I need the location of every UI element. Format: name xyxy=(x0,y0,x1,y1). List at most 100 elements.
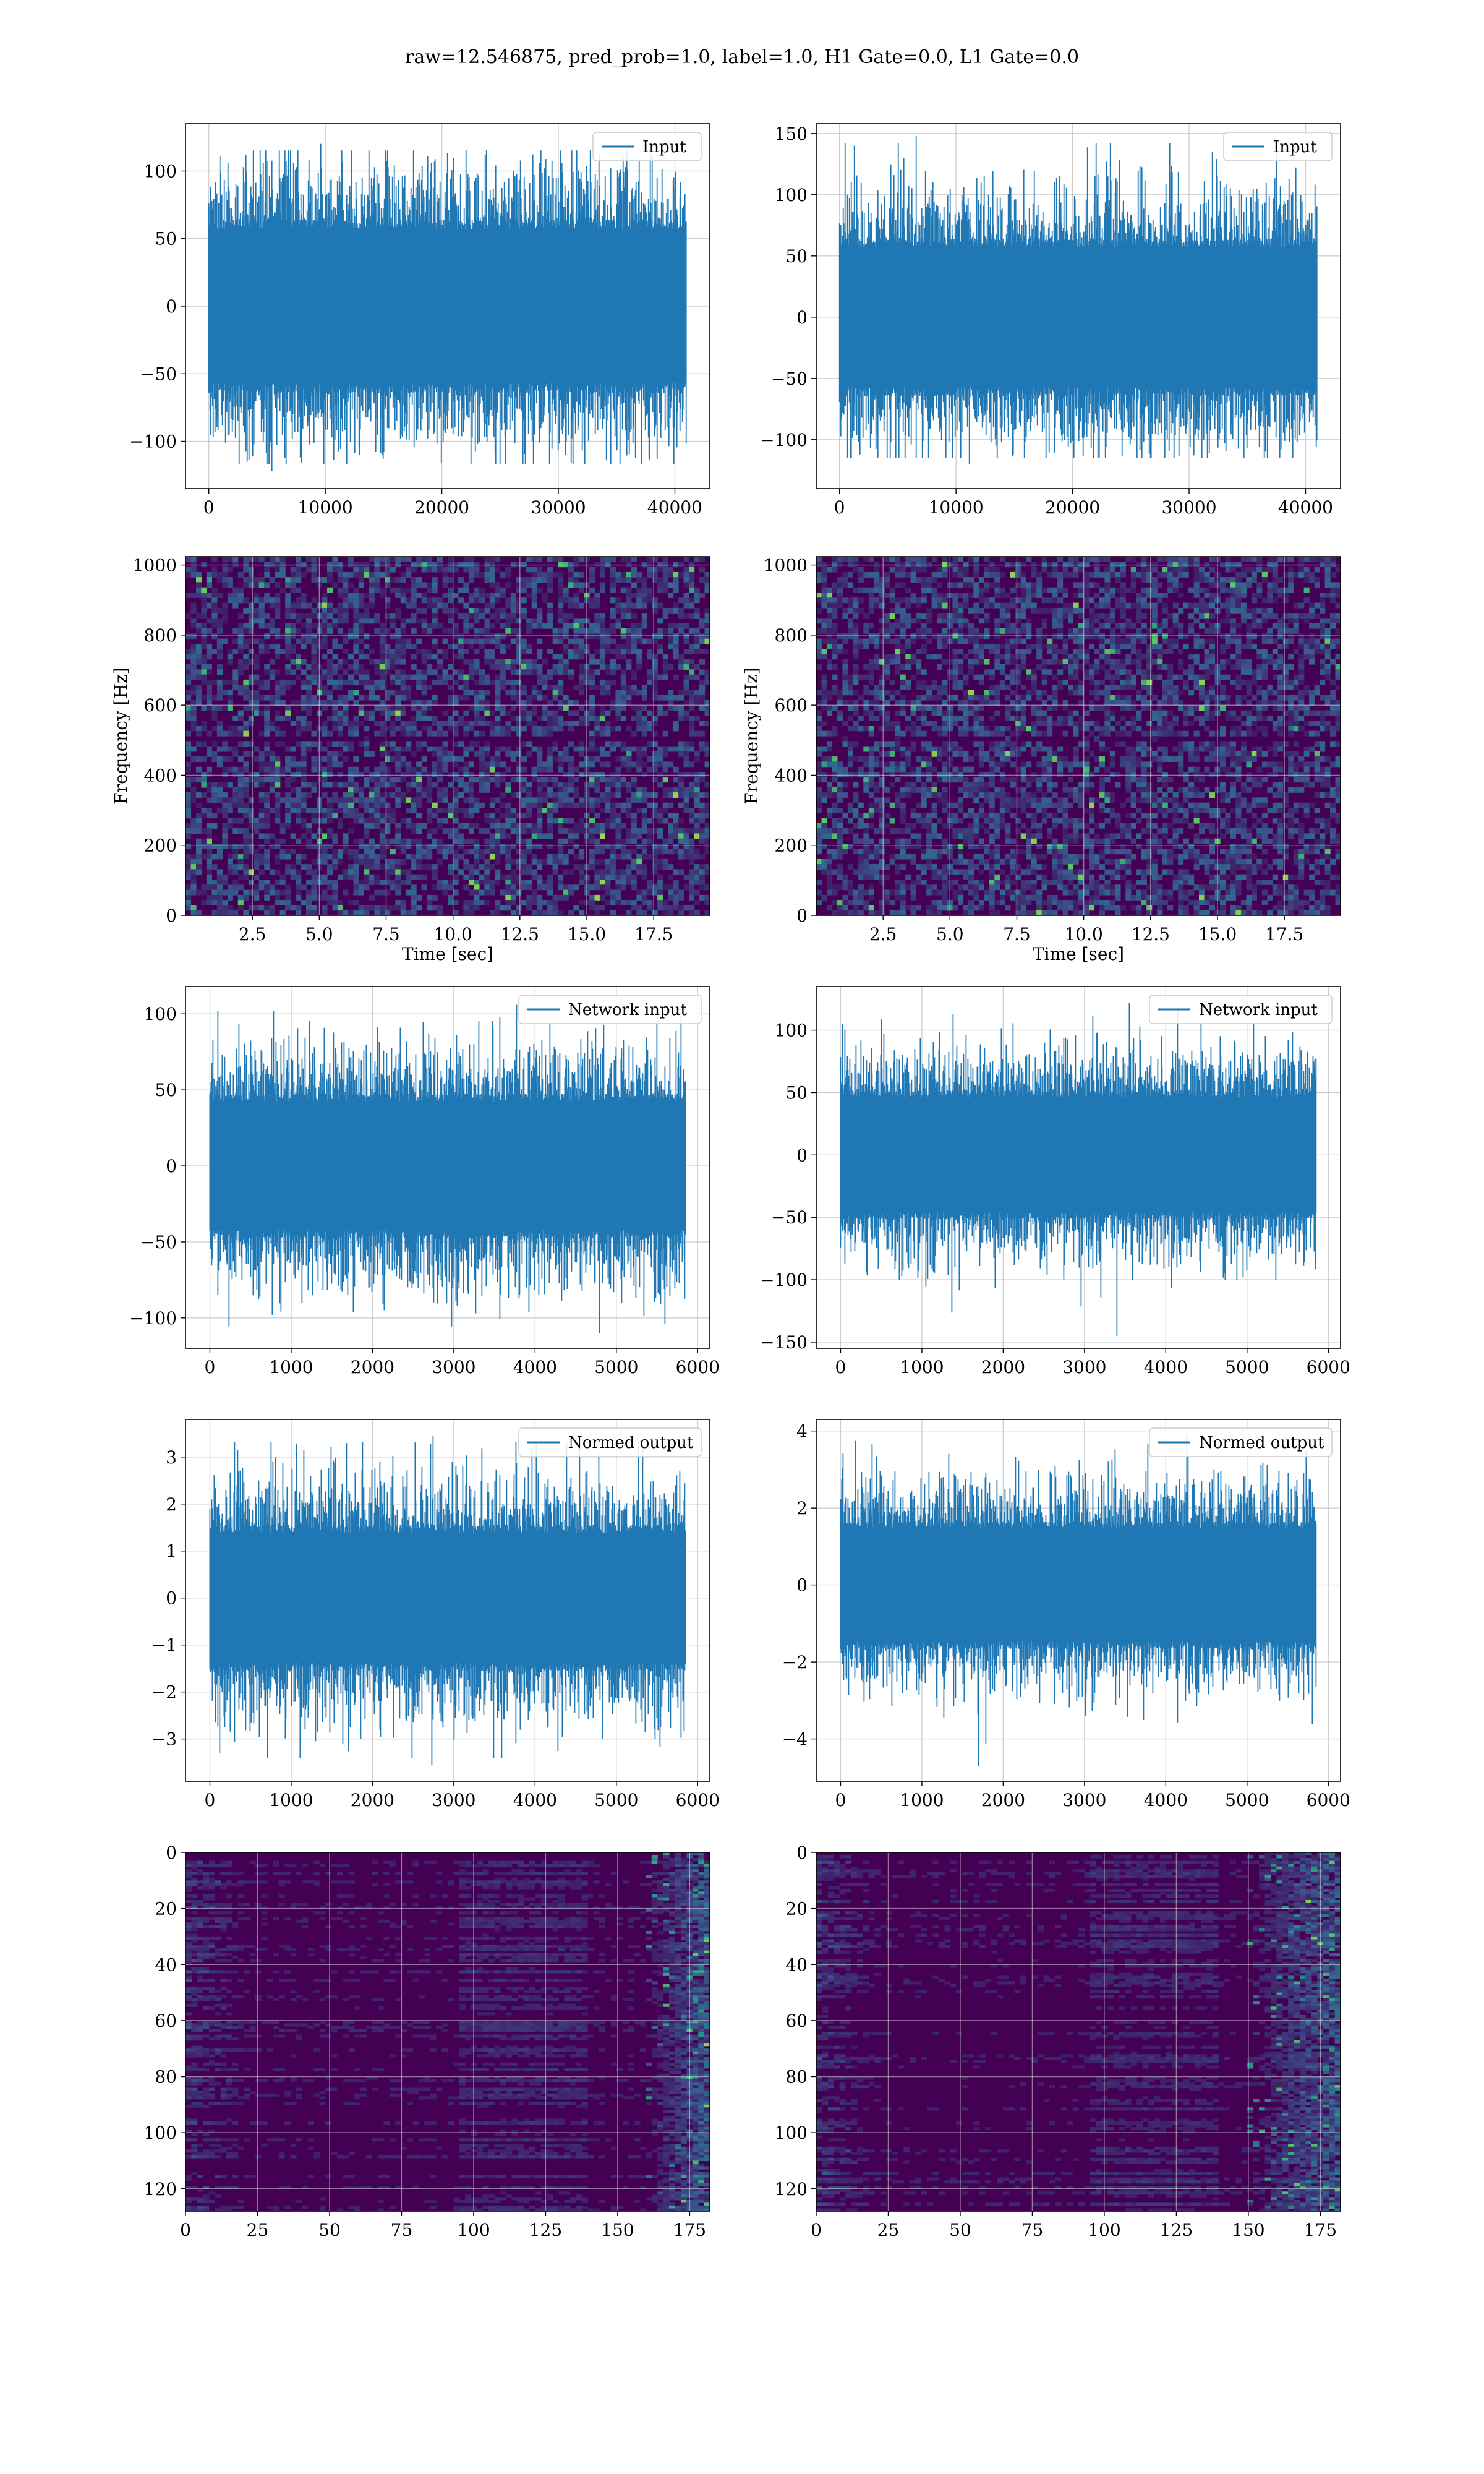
input-l1-ytick-label: 50 xyxy=(785,246,808,267)
input-l1-panel: 0 10000 20000 30000 40000 −100 −50 0 50 100 150 Inp… xyxy=(760,123,1341,518)
spectrogram-h1-plot-area xyxy=(186,557,710,915)
feature-map-l1-xtick-label: 150 xyxy=(1232,2220,1264,2240)
feature-map-h1-xtick-label: 0 xyxy=(180,2220,191,2240)
input-h1-plot-area xyxy=(186,124,710,489)
spectrogram-l1-ytick-label: 600 xyxy=(775,695,808,716)
spectrogram-h1-ytick-label: 600 xyxy=(144,695,177,716)
normed-output-h1-plot-area xyxy=(186,1419,710,1781)
spectrogram-l1-xlabel: Time [sec] xyxy=(1033,944,1124,964)
network-input-l1-ytick-label: 50 xyxy=(785,1082,808,1103)
input-h1-ytick-label: 100 xyxy=(144,161,177,181)
normed-output-l1-ytick-label: 0 xyxy=(796,1575,808,1596)
spectrogram-h1-xtick-label: 2.5 xyxy=(239,924,267,944)
spectrogram-l1-xtick-label: 12.5 xyxy=(1132,924,1170,944)
network-input-l1-ytick-label: −50 xyxy=(771,1207,808,1228)
network-input-l1-legend-label: Network input xyxy=(1199,1001,1318,1019)
spectrogram-l1-ytick-label: 0 xyxy=(796,905,808,926)
network-input-h1-legend-label: Network input xyxy=(568,1001,687,1019)
feature-map-l1-plot-area xyxy=(816,1852,1341,2211)
normed-output-l1-plot-area xyxy=(816,1419,1341,1781)
input-l1-ytick-label: 150 xyxy=(775,124,808,144)
network-input-h1-ytick-label: 50 xyxy=(155,1080,177,1100)
normed-output-l1-xtick-label: 0 xyxy=(835,1790,846,1810)
feature-map-h1-grid xyxy=(186,1852,710,2211)
feature-map-l1-ytick-label: 100 xyxy=(775,2123,808,2143)
figure-title: raw=12.546875, pred_prob=1.0, label=1.0,… xyxy=(405,46,1079,68)
feature-map-h1-xtick-label: 100 xyxy=(457,2220,490,2240)
network-input-l1-legend: Network input xyxy=(1149,995,1333,1024)
input-l1-ytick-label: 0 xyxy=(796,307,808,328)
normed-output-h1-ytick-label: 0 xyxy=(166,1588,177,1609)
input-h1-ytick-label: 50 xyxy=(155,229,177,249)
spectrogram-l1-plot-area xyxy=(816,557,1341,915)
spectrogram-h1-xtick-label: 15.0 xyxy=(568,924,606,944)
network-input-h1-xtick-label: 3000 xyxy=(432,1357,475,1377)
network-input-h1-ytick-label: 0 xyxy=(166,1156,177,1176)
normed-output-l1-series-band xyxy=(840,1530,1316,1640)
input-l1-legend: Input xyxy=(1223,132,1333,161)
feature-map-h1-panel: 0 25 50 75 100 125 150 175 0 20 40 60 80 100 120 xyxy=(144,1843,710,2240)
network-input-l1-plot-area xyxy=(816,987,1341,1348)
feature-map-h1-xtick-label: 75 xyxy=(391,2220,413,2240)
normed-output-h1-xtick-label: 2000 xyxy=(351,1790,394,1810)
network-input-h1-panel: 0 1000 2000 3000 4000 5000 6000 −100 −50 0 50 100 Ne… xyxy=(129,986,720,1377)
input-l1-xtick-label: 0 xyxy=(834,497,845,518)
subplot-grid: 0 10000 20000 30000 40000−100−50050100Input0… xyxy=(111,123,1350,2240)
normed-output-l1-xtick-label: 4000 xyxy=(1144,1790,1188,1810)
network-input-l1-xtick-label: 4000 xyxy=(1144,1357,1188,1377)
input-l1-ytick-label: −100 xyxy=(760,430,808,450)
feature-map-l1-xtick-label: 50 xyxy=(949,2220,971,2240)
feature-map-h1-ytick-label: 120 xyxy=(144,2179,177,2199)
spectrogram-l1-frame xyxy=(816,556,1341,916)
spectrogram-h1-xtick-label: 5.0 xyxy=(305,924,333,944)
feature-map-l1-ytick-label: 40 xyxy=(785,1954,808,1975)
feature-map-h1-xtick-label: 125 xyxy=(529,2220,562,2240)
feature-map-h1-xtick-label: 150 xyxy=(601,2220,634,2240)
input-h1-ytick-label: −50 xyxy=(140,364,177,384)
network-input-l1-ytick-label: 0 xyxy=(796,1145,808,1165)
network-input-l1-xtick-label: 3000 xyxy=(1062,1357,1106,1377)
input-h1-xtick-label: 40000 xyxy=(647,497,702,518)
normed-output-l1-ytick-label: −4 xyxy=(782,1729,808,1750)
normed-output-l1-ytick-label: 2 xyxy=(796,1498,808,1518)
feature-map-l1-xtick-label: 100 xyxy=(1088,2220,1120,2240)
network-input-h1-plot-area xyxy=(186,987,710,1348)
input-l1-xtick-label: 30000 xyxy=(1161,497,1216,518)
spectrogram-h1-ytick-label: 200 xyxy=(144,836,177,856)
network-input-l1-xtick-label: 2000 xyxy=(981,1357,1025,1377)
spectrogram-h1-frame xyxy=(185,556,710,916)
network-input-h1-xtick-label: 0 xyxy=(205,1357,216,1377)
network-input-h1-xtick-label: 6000 xyxy=(676,1357,720,1377)
input-h1-legend: Input xyxy=(592,132,702,161)
input-l1-plot-area xyxy=(816,124,1341,489)
input-h1-ytick-label: −100 xyxy=(129,432,177,452)
spectrogram-h1-ylabel: Frequency [Hz] xyxy=(111,667,131,804)
network-input-h1-series-band xyxy=(210,1104,686,1228)
input-h1-legend-label: Input xyxy=(642,138,686,156)
feature-map-l1-ytick-label: 80 xyxy=(785,2067,808,2087)
spectrogram-l1-panel: 2.5 5.0 7.5 10.0 12.5 15.0 17.5 0 200 400 600 800 10… xyxy=(741,555,1341,964)
feature-map-h1-xtick-label: 25 xyxy=(247,2220,269,2240)
network-input-l1-series-band xyxy=(840,1100,1316,1210)
network-input-h1-frame xyxy=(185,986,710,1349)
spectrogram-l1-ytick-label: 1000 xyxy=(764,555,808,576)
normed-output-l1-xtick-label: 3000 xyxy=(1062,1790,1106,1810)
input-h1-series-band xyxy=(208,232,686,380)
spectrogram-h1-xlabel: Time [sec] xyxy=(402,944,493,964)
network-input-h1-ytick-label: −100 xyxy=(129,1308,177,1329)
spectrogram-l1-xtick-label: 2.5 xyxy=(869,924,897,944)
normed-output-l1-xtick-label: 1000 xyxy=(900,1790,944,1810)
normed-output-h1-panel: 0 1000 2000 3000 4000 5000 6000 −3 −2 −1 0 1 2 3 Norme… xyxy=(151,1419,720,1810)
normed-output-h1-legend-label: Normed output xyxy=(568,1434,694,1452)
normed-output-h1-xtick-label: 3000 xyxy=(432,1790,475,1810)
input-l1-legend-label: Input xyxy=(1273,138,1317,156)
feature-map-h1-ytick-label: 100 xyxy=(144,2123,177,2143)
spectrogram-l1-xtick-label: 10.0 xyxy=(1064,924,1102,944)
input-h1-xtick-label: 10000 xyxy=(298,497,353,518)
spectrogram-l1-xtick-label: 5.0 xyxy=(936,924,964,944)
feature-map-h1-ytick-label: 20 xyxy=(155,1899,177,1919)
input-h1-xtick-label: 0 xyxy=(203,497,215,518)
spectrogram-h1-xtick-label: 12.5 xyxy=(501,924,539,944)
spectrogram-l1-xtick-label: 7.5 xyxy=(1003,924,1031,944)
